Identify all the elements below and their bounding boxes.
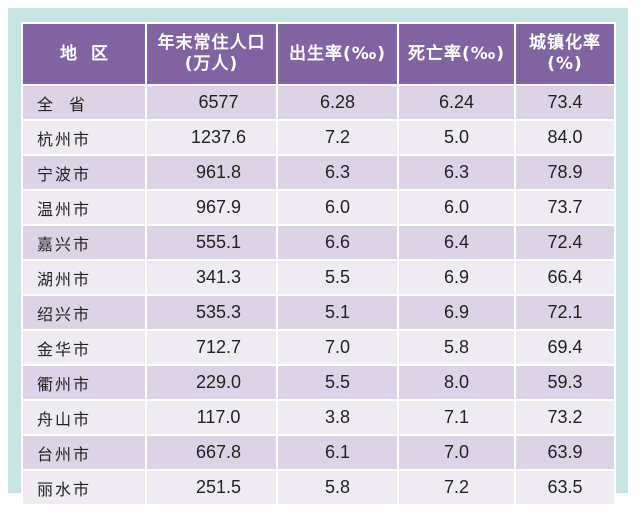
cell-death-rate: 6.3 bbox=[397, 154, 516, 191]
cell-region: 金华市 bbox=[21, 329, 147, 366]
cell-population: 117.0 bbox=[145, 399, 278, 436]
cell-death-rate: 5.0 bbox=[397, 119, 516, 156]
cell-urbanization: 66.4 bbox=[514, 259, 616, 296]
cell-birth-rate: 5.1 bbox=[276, 294, 399, 331]
cell-population: 961.8 bbox=[145, 154, 278, 191]
cell-death-rate: 6.24 bbox=[397, 84, 516, 121]
cell-birth-rate: 5.5 bbox=[276, 364, 399, 401]
table-row: 杭州市 1237.6 7.2 5.0 84.0 bbox=[21, 119, 616, 156]
cell-population: 967.9 bbox=[145, 189, 278, 226]
cell-birth-rate: 6.1 bbox=[276, 434, 399, 471]
cell-birth-rate: 6.28 bbox=[276, 84, 399, 121]
cell-population: 251.5 bbox=[145, 469, 278, 506]
cell-region: 全省 bbox=[21, 84, 147, 121]
cell-death-rate: 7.2 bbox=[397, 469, 516, 506]
cell-population: 229.0 bbox=[145, 364, 278, 401]
table-row: 宁波市 961.8 6.3 6.3 78.9 bbox=[21, 154, 616, 191]
cell-region: 台州市 bbox=[21, 434, 147, 471]
cell-region: 宁波市 bbox=[21, 154, 147, 191]
cell-death-rate: 5.8 bbox=[397, 329, 516, 366]
cell-region: 衢州市 bbox=[21, 364, 147, 401]
table-row: 全省 6577 6.28 6.24 73.4 bbox=[21, 84, 616, 121]
cell-region: 嘉兴市 bbox=[21, 224, 147, 261]
cell-urbanization: 72.1 bbox=[514, 294, 616, 331]
table-row: 丽水市 251.5 5.8 7.2 63.5 bbox=[21, 469, 616, 506]
cell-birth-rate: 5.8 bbox=[276, 469, 399, 506]
table-row: 金华市 712.7 7.0 5.8 69.4 bbox=[21, 329, 616, 366]
header-urbanization: 城镇化率(%) bbox=[514, 22, 616, 86]
table-row: 绍兴市 535.3 5.1 6.9 72.1 bbox=[21, 294, 616, 331]
header-birth-rate: 出生率(‰) bbox=[276, 22, 399, 86]
cell-population: 667.8 bbox=[145, 434, 278, 471]
cell-birth-rate: 6.0 bbox=[276, 189, 399, 226]
cell-region: 湖州市 bbox=[21, 259, 147, 296]
cell-birth-rate: 7.2 bbox=[276, 119, 399, 156]
table-body: 全省 6577 6.28 6.24 73.4 杭州市 1237.6 7.2 5.0 84.0 宁波市… bbox=[21, 84, 616, 506]
table-row: 湖州市 341.3 5.5 6.9 66.4 bbox=[21, 259, 616, 296]
cell-urbanization: 69.4 bbox=[514, 329, 616, 366]
cell-birth-rate: 3.8 bbox=[276, 399, 399, 436]
cell-death-rate: 6.9 bbox=[397, 294, 516, 331]
cell-urbanization: 73.4 bbox=[514, 84, 616, 121]
cell-death-rate: 7.0 bbox=[397, 434, 516, 471]
cell-urbanization: 63.5 bbox=[514, 469, 616, 506]
cell-region: 杭州市 bbox=[21, 119, 147, 156]
header-death-rate: 死亡率(‰) bbox=[397, 22, 516, 86]
cell-urbanization: 73.2 bbox=[514, 399, 616, 436]
table-row: 台州市 667.8 6.1 7.0 63.9 bbox=[21, 434, 616, 471]
cell-population: 535.3 bbox=[145, 294, 278, 331]
cell-birth-rate: 6.6 bbox=[276, 224, 399, 261]
cell-region: 温州市 bbox=[21, 189, 147, 226]
table-row: 嘉兴市 555.1 6.6 6.4 72.4 bbox=[21, 224, 616, 261]
cell-death-rate: 6.9 bbox=[397, 259, 516, 296]
header-population-line2: (万人) bbox=[184, 54, 239, 74]
cell-urbanization: 84.0 bbox=[514, 119, 616, 156]
cell-urbanization: 72.4 bbox=[514, 224, 616, 261]
header-row: 地区 年末常住人口 (万人) 出生率(‰) 死亡率(‰) 城镇化率(%) bbox=[21, 22, 616, 86]
cell-death-rate: 8.0 bbox=[397, 364, 516, 401]
cell-death-rate: 6.4 bbox=[397, 224, 516, 261]
cell-death-rate: 6.0 bbox=[397, 189, 516, 226]
header-population: 年末常住人口 (万人) bbox=[145, 22, 278, 86]
table-frame: 地区 年末常住人口 (万人) 出生率(‰) 死亡率(‰) 城镇化率(%) 全省 6… bbox=[8, 8, 628, 506]
cell-urbanization: 59.3 bbox=[514, 364, 616, 401]
table-row: 舟山市 117.0 3.8 7.1 73.2 bbox=[21, 399, 616, 436]
header-region: 地区 bbox=[21, 22, 147, 86]
cell-birth-rate: 5.5 bbox=[276, 259, 399, 296]
cell-urbanization: 63.9 bbox=[514, 434, 616, 471]
cell-population: 555.1 bbox=[145, 224, 278, 261]
cell-death-rate: 7.1 bbox=[397, 399, 516, 436]
cell-urbanization: 73.7 bbox=[514, 189, 616, 226]
cell-urbanization: 78.9 bbox=[514, 154, 616, 191]
cell-region: 丽水市 bbox=[21, 469, 147, 506]
cell-population: 341.3 bbox=[145, 259, 278, 296]
cell-region: 绍兴市 bbox=[21, 294, 147, 331]
cell-population: 1237.6 bbox=[145, 119, 278, 156]
cell-population: 712.7 bbox=[145, 329, 278, 366]
cell-birth-rate: 7.0 bbox=[276, 329, 399, 366]
header-population-line1: 年末常住人口 bbox=[157, 33, 266, 53]
table-row: 衢州市 229.0 5.5 8.0 59.3 bbox=[21, 364, 616, 401]
population-stats-table: 地区 年末常住人口 (万人) 出生率(‰) 死亡率(‰) 城镇化率(%) 全省 6… bbox=[21, 22, 616, 506]
cell-birth-rate: 6.3 bbox=[276, 154, 399, 191]
cell-region: 舟山市 bbox=[21, 399, 147, 436]
cell-population: 6577 bbox=[145, 84, 278, 121]
table-row: 温州市 967.9 6.0 6.0 73.7 bbox=[21, 189, 616, 226]
